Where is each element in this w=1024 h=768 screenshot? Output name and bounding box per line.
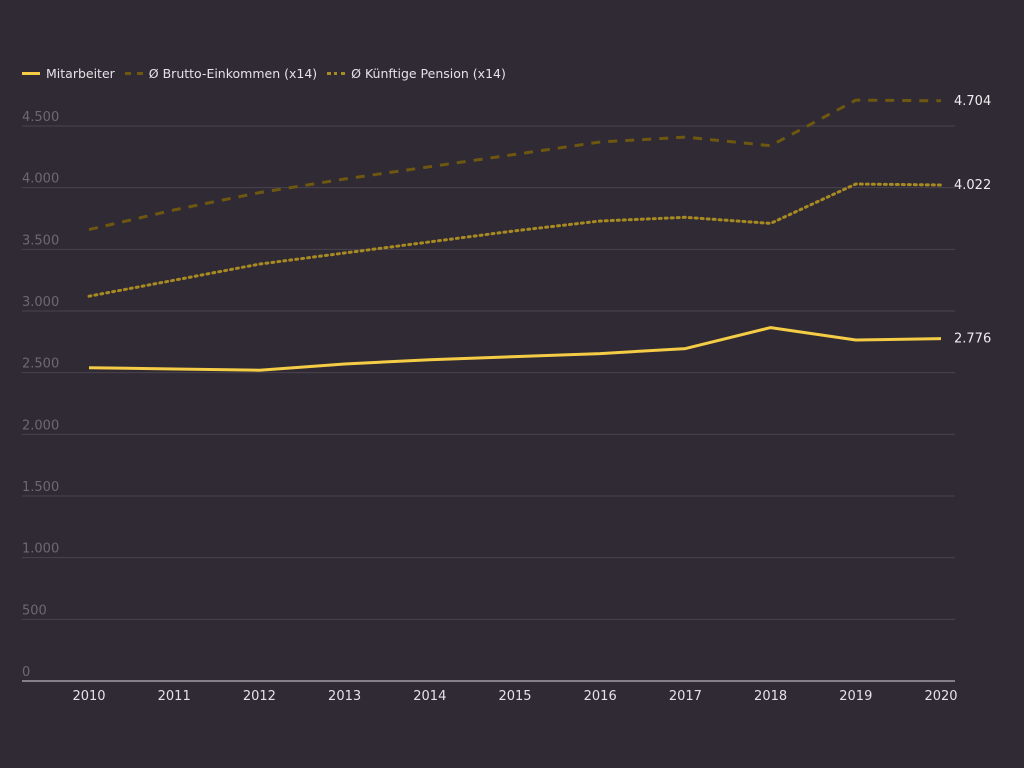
- y-tick-label: 500: [22, 603, 47, 618]
- end-label: 4.022: [954, 178, 991, 193]
- x-tick-label: 2018: [754, 689, 787, 704]
- series-line-2: [87, 182, 943, 298]
- legend-swatch-kuenftige-pension: [327, 71, 346, 75]
- legend-item-mitarbeiter: Mitarbeiter: [22, 66, 115, 81]
- x-tick-label: 2011: [158, 689, 191, 704]
- legend-label-kuenftige-pension: Ø Künftige Pension (x14): [351, 65, 506, 81]
- series-lines: [87, 98, 943, 372]
- x-tick-label: 2017: [669, 689, 702, 704]
- y-tick-label: 4.500: [22, 110, 59, 125]
- legend-label-mitarbeiter: Mitarbeiter: [46, 65, 115, 81]
- legend-item-kuenftige-pension: Ø Künftige Pension (x14): [327, 66, 506, 81]
- x-tick-label: 2014: [413, 689, 446, 704]
- legend: Mitarbeiter Ø Brutto-Einkommen (x14) Ø K…: [22, 62, 506, 84]
- x-tick-label: 2016: [584, 689, 617, 704]
- end-labels: 4.704 4.022 2.776: [954, 94, 991, 347]
- y-tick-label: 2.000: [22, 418, 59, 433]
- y-tick-label: 1.500: [22, 480, 59, 495]
- x-tick-label: 2010: [72, 689, 105, 704]
- legend-swatch-mitarbeiter: [22, 71, 40, 75]
- y-tick-label: 2.500: [22, 357, 59, 372]
- x-tick-label: 2019: [839, 689, 872, 704]
- series-line-0: [88, 326, 942, 372]
- y-tick-label: 4.000: [22, 172, 59, 187]
- x-axis-ticks: 2010 2011 2012 2013 2014 2015 2016 2017 2018 2019…: [72, 689, 957, 704]
- y-tick-label: 0: [22, 665, 30, 680]
- y-tick-label: 3.500: [22, 233, 59, 248]
- legend-item-brutto-einkommen: Ø Brutto-Einkommen (x14): [124, 65, 318, 81]
- y-tick-label: 1.000: [22, 542, 59, 557]
- x-tick-label: 2013: [328, 689, 361, 704]
- x-tick-label: 2020: [924, 689, 957, 704]
- y-axis-ticks: 0 500 1.000 1.500 2.000 2.500 3.000 3.500 4.000 4…: [22, 110, 59, 680]
- legend-swatch-brutto-einkommen: [124, 71, 143, 75]
- x-tick-label: 2012: [243, 689, 276, 704]
- end-label: 2.776: [954, 332, 991, 347]
- legend-label-brutto-einkommen: Ø Brutto-Einkommen (x14): [148, 65, 318, 81]
- series-line-1: [88, 98, 942, 232]
- gridlines: [22, 125, 955, 620]
- end-label: 4.704: [954, 94, 991, 109]
- y-tick-label: 3.000: [22, 295, 59, 310]
- x-tick-label: 2015: [498, 689, 531, 704]
